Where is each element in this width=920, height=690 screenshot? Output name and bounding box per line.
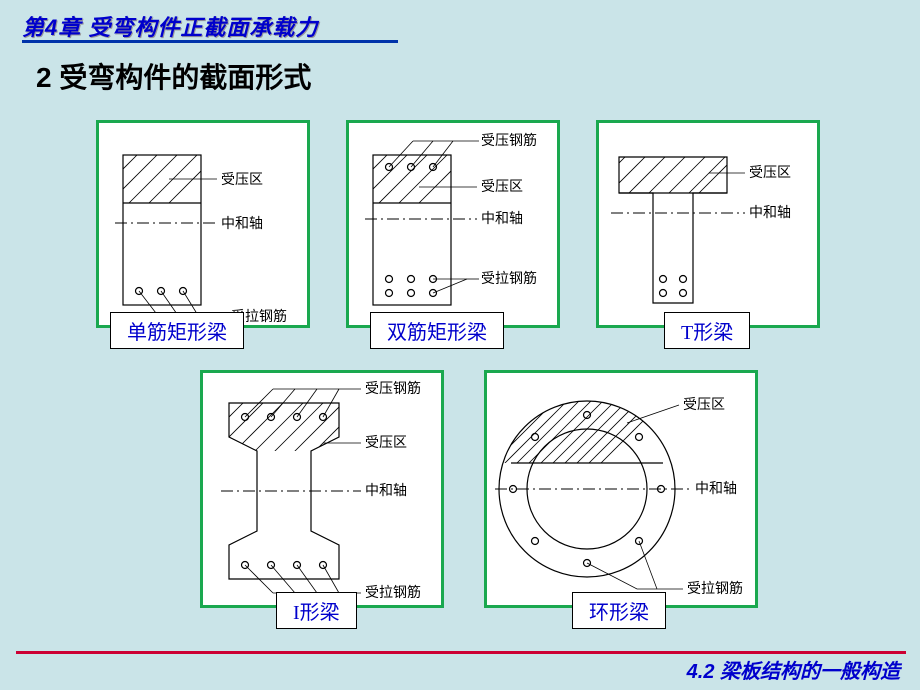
label-comp-zone: 受压区	[365, 435, 407, 451]
label-na: 中和轴	[695, 481, 737, 497]
figure-ibeam: 受压钢筋 受压区 中和轴 受拉钢筋	[200, 370, 444, 608]
label-na: 中和轴	[749, 205, 791, 221]
caption-tee: T形梁	[664, 312, 750, 349]
diagram-rect-double: 受压钢筋 受压区 中和轴 受拉钢筋	[349, 123, 557, 325]
diagram-ibeam: 受压钢筋 受压区 中和轴 受拉钢筋	[203, 373, 441, 605]
caption-ring: 环形梁	[572, 592, 666, 629]
label-comp-zone: 受压区	[683, 397, 725, 413]
caption-rect-single: 单筋矩形梁	[110, 312, 244, 349]
label-na: 中和轴	[481, 211, 523, 227]
chapter-title: 第4章 受弯构件正截面承载力	[22, 10, 318, 42]
diagram-rect-single: 受压区 中和轴 受拉钢筋	[99, 123, 307, 325]
diagram-tee: 受压区 中和轴	[599, 123, 817, 325]
label-tens-bar: 受拉钢筋	[481, 270, 537, 287]
label-comp-zone: 受压区	[749, 165, 791, 181]
figure-tee: 受压区 中和轴	[596, 120, 820, 328]
figure-rect-single: 受压区 中和轴 受拉钢筋	[96, 120, 310, 328]
label-comp-bar: 受压钢筋	[365, 380, 421, 397]
label-na: 中和轴	[221, 216, 263, 232]
footer-text: 4.2 梁板结构的一般构造	[687, 655, 900, 684]
section-title: 2 受弯构件的截面形式	[36, 56, 311, 96]
label-comp-bar: 受压钢筋	[481, 132, 537, 149]
caption-rect-double: 双筋矩形梁	[370, 312, 504, 349]
diagram-ring: 受压区 中和轴 受拉钢筋	[487, 373, 755, 605]
label-tens-bar: 受拉钢筋	[365, 584, 421, 601]
label-na: 中和轴	[365, 483, 407, 499]
figure-ring: 受压区 中和轴 受拉钢筋	[484, 370, 758, 608]
chapter-underline	[22, 40, 398, 43]
figure-rect-double: 受压钢筋 受压区 中和轴 受拉钢筋	[346, 120, 560, 328]
caption-ibeam: I形梁	[276, 592, 357, 629]
label-comp-zone: 受压区	[221, 172, 263, 188]
label-tens-bar: 受拉钢筋	[687, 580, 743, 597]
footer-rule	[16, 651, 906, 654]
label-comp-zone: 受压区	[481, 179, 523, 195]
